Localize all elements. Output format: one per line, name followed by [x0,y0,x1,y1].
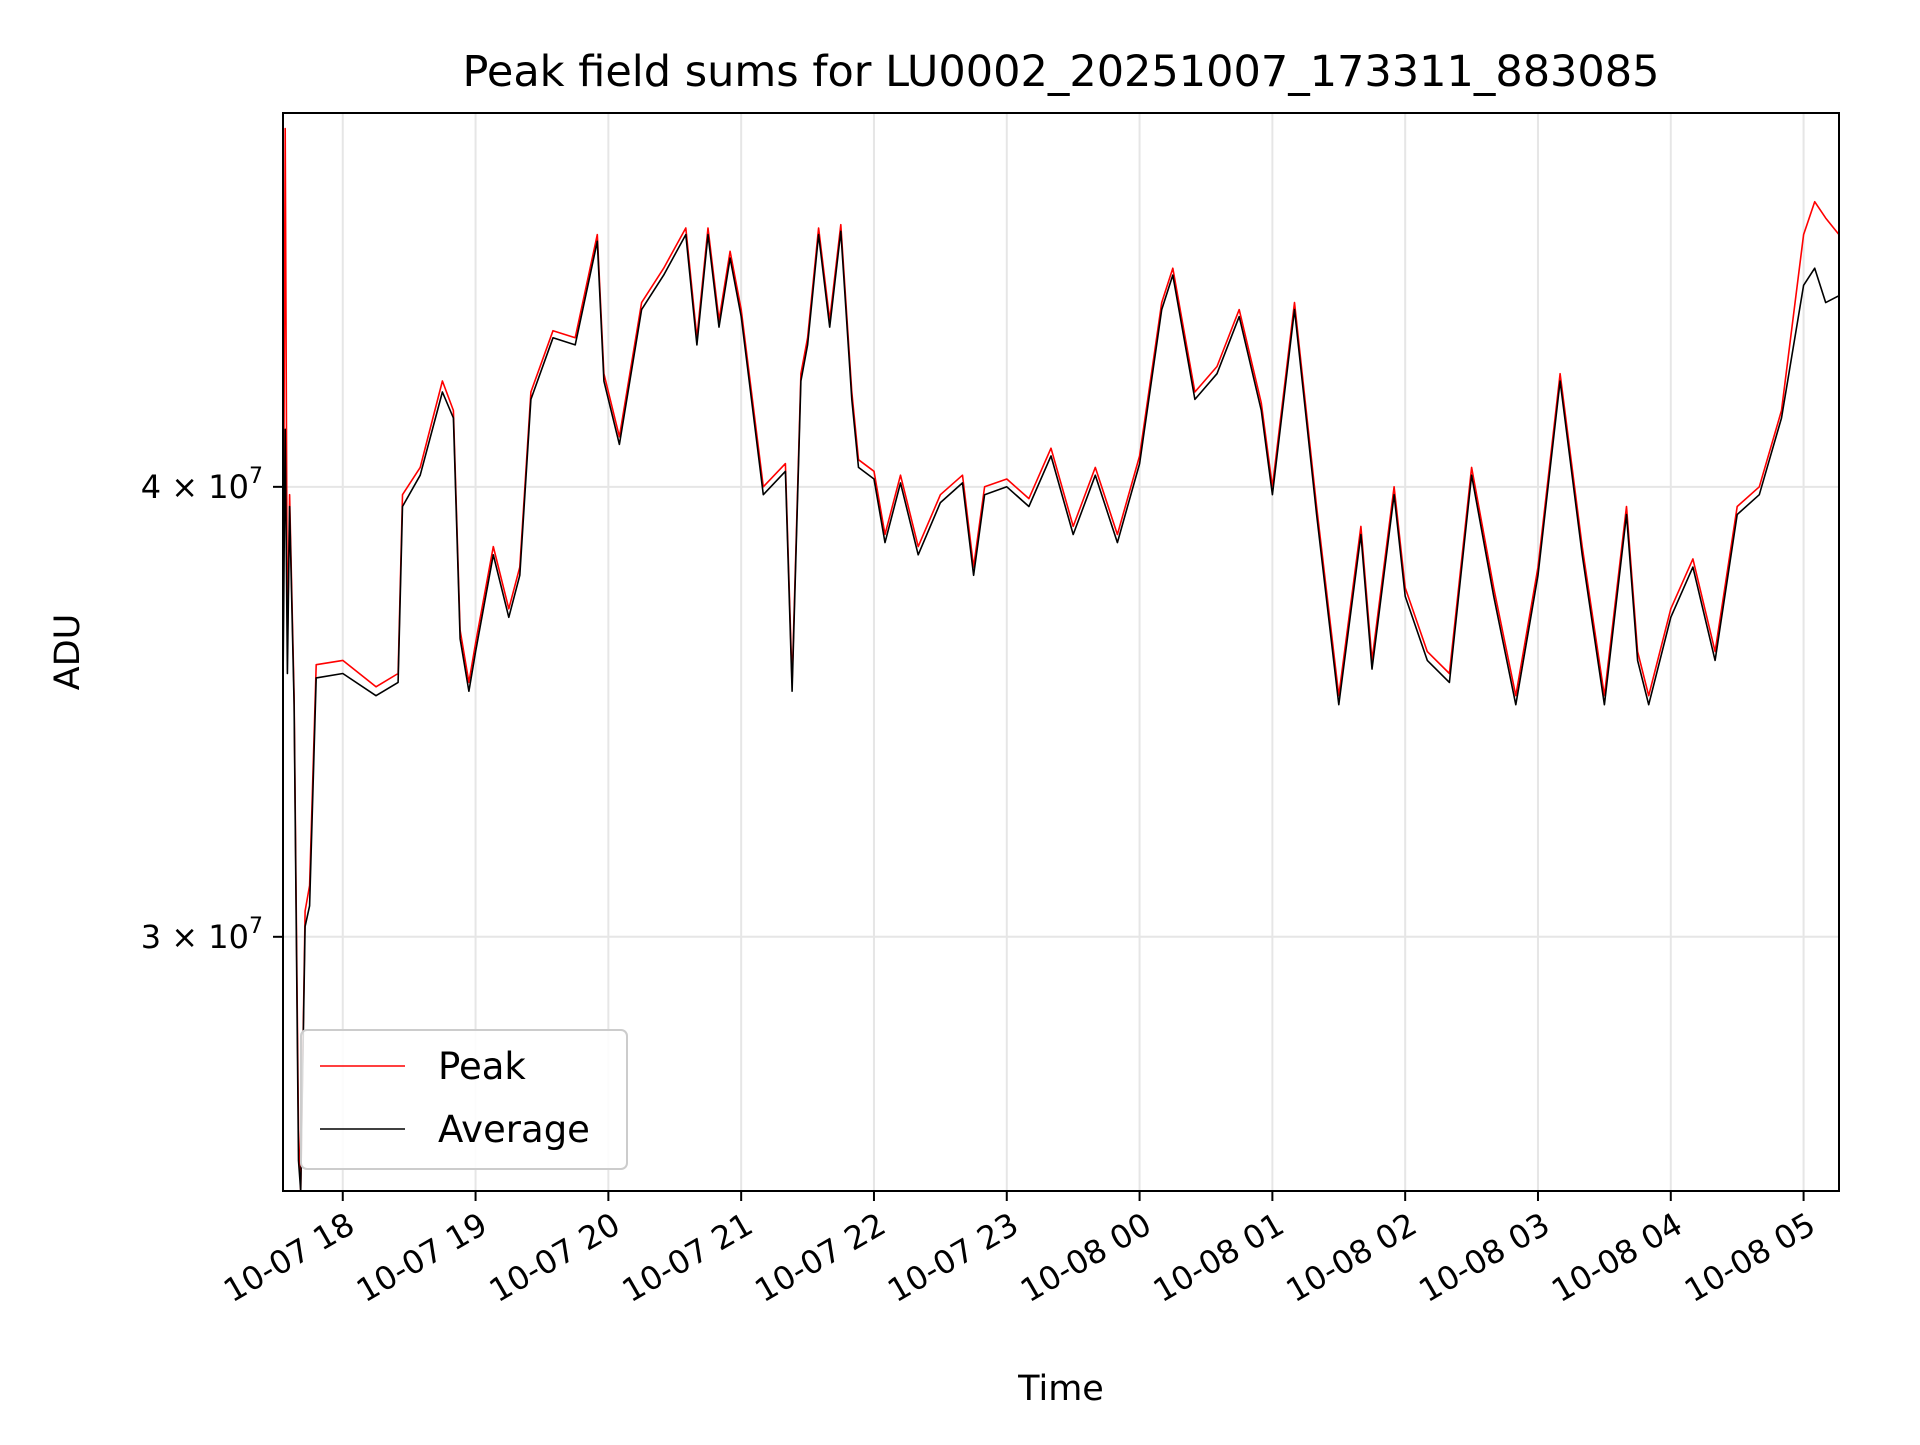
y-tick-label-exponent: 7 [249,464,263,489]
x-axis-label: Time [1017,1369,1104,1409]
plot-frame [282,112,1840,1192]
y-tick-label: 3 × 107 [141,914,263,956]
grid-lines [283,113,1839,1191]
series-line-average [282,230,1840,1192]
legend: Peak Average [300,1029,628,1170]
legend-label-average: Average [438,1108,590,1151]
y-tick-label-base: 4 × 10 [141,468,249,506]
series-lines [282,127,1840,1192]
y-tick-label-base: 3 × 10 [141,918,249,956]
y-tick-label-exponent: 7 [249,914,263,939]
legend-box [300,1029,628,1170]
legend-label-peak: Peak [438,1045,526,1088]
y-axis-label: ADU [48,614,88,691]
chart-title: Peak field sums for LU0002_20251007_1733… [462,47,1659,97]
y-tick-label: 4 × 107 [141,464,263,506]
